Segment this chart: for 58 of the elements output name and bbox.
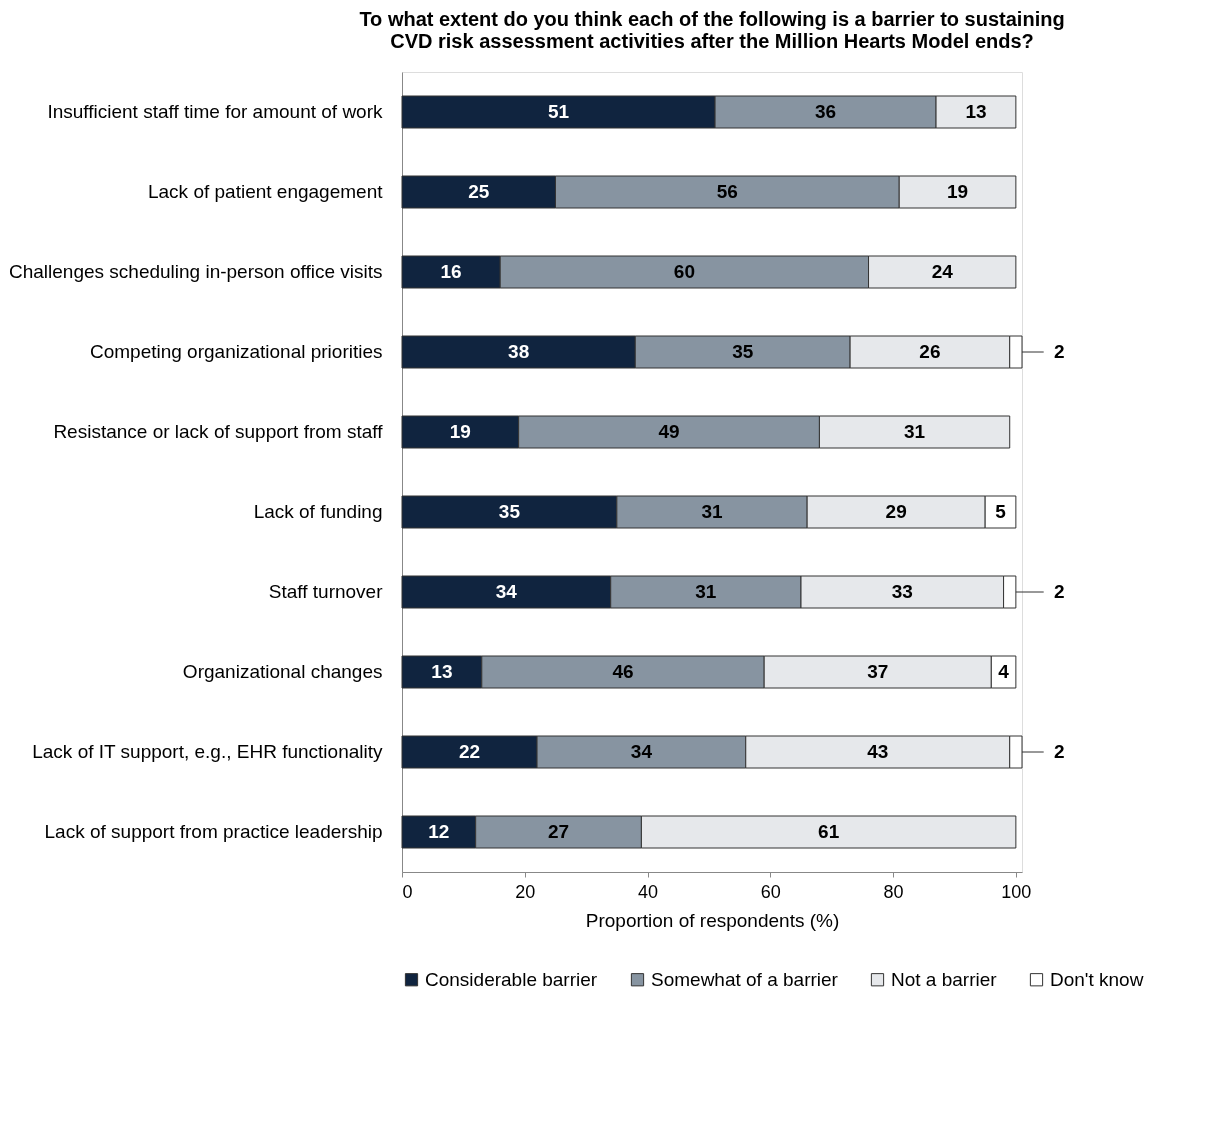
data-label: 49 <box>658 421 680 442</box>
legend-label: Not a barrier <box>891 968 998 990</box>
x-tick-label: 100 <box>1001 881 1032 902</box>
y-tick-label: Challenges scheduling in-person office visits <box>8 261 383 282</box>
text: CVD risk assessment activities after the Million Hearts Model ends? <box>390 30 1034 52</box>
y-tick-label: Lack of support from practice leadership <box>44 821 383 842</box>
data-label: 29 <box>885 501 907 522</box>
data-label: 12 <box>428 821 450 842</box>
data-label: 27 <box>547 821 570 842</box>
data-label: 22 <box>458 741 481 762</box>
y-tick-label: Competing organizational priorities <box>89 341 383 362</box>
data-label: 2 <box>1053 741 1065 762</box>
x-tick-label: 0 <box>402 881 413 902</box>
data-label: 34 <box>630 741 653 762</box>
data-label: 5 <box>995 501 1007 522</box>
data-label: 35 <box>732 341 754 362</box>
text: To what extent do you think each of the following is a barrier to sustaining <box>359 8 1065 30</box>
data-label: 36 <box>814 101 837 122</box>
x-tick-label: 80 <box>883 881 904 902</box>
x-tick-label: 20 <box>515 881 536 902</box>
data-label: 13 <box>965 101 987 122</box>
data-label: 2 <box>1053 341 1065 362</box>
data-label: 13 <box>431 661 453 682</box>
x-axis-title: Proportion of respondents (%) <box>585 909 840 931</box>
data-label: 31 <box>701 501 723 522</box>
y-tick-label: Lack of funding <box>253 501 383 522</box>
data-label: 26 <box>919 341 941 362</box>
data-label: 31 <box>695 581 717 602</box>
data-label: 60 <box>673 261 695 282</box>
y-tick-label: Insufficient staff time for amount of work <box>47 101 383 122</box>
data-label: 38 <box>508 341 530 362</box>
data-label: 61 <box>818 821 840 842</box>
data-label: 43 <box>867 741 889 762</box>
data-label: 34 <box>495 581 518 602</box>
legend-label: Somewhat of a barrier <box>651 968 839 990</box>
y-tick-label: Lack of IT support, e.g., EHR functionality <box>32 741 383 762</box>
data-label: 19 <box>946 181 969 202</box>
y-tick-label: Staff turnover <box>268 581 384 602</box>
data-label: 16 <box>440 261 462 282</box>
x-tick-label: 40 <box>638 881 659 902</box>
data-label: 19 <box>449 421 471 442</box>
data-label: 4 <box>998 661 1010 682</box>
data-label: 35 <box>498 501 521 522</box>
x-tick-label: 60 <box>760 881 781 902</box>
y-tick-label: Organizational changes <box>182 661 383 682</box>
data-label: 24 <box>931 261 954 282</box>
data-label: 31 <box>904 421 926 442</box>
data-label: 2 <box>1053 581 1065 602</box>
data-label: 33 <box>891 581 913 602</box>
data-label: 25 <box>468 181 490 202</box>
y-tick-label: Lack of patient engagement <box>147 181 384 202</box>
data-label: 51 <box>547 101 570 122</box>
legend-label: Considerable barrier <box>425 968 598 990</box>
data-label: 56 <box>716 181 738 202</box>
y-tick-label: Resistance or lack of support from staff <box>53 421 384 442</box>
data-label: 37 <box>867 661 889 682</box>
data-label: 46 <box>612 661 634 682</box>
legend-label: Don't know <box>1050 968 1144 990</box>
